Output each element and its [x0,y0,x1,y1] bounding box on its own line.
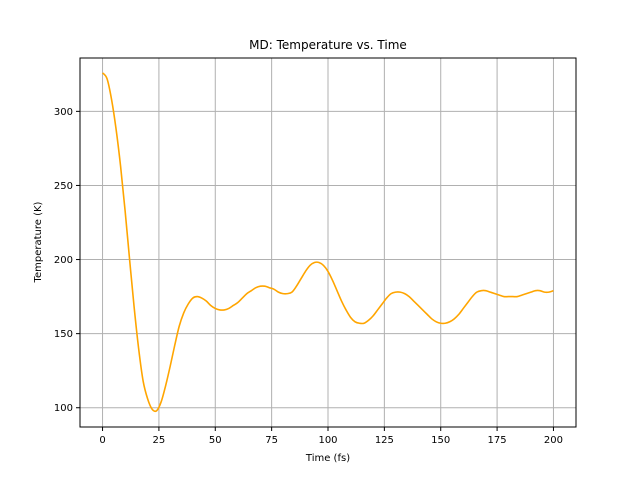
x-tick-label: 125 [375,435,394,446]
grid-lines [80,58,576,427]
y-tick-label: 300 [54,107,73,118]
x-axis-label: Time (fs) [305,453,350,464]
y-tick-label: 150 [54,329,73,340]
x-axis-ticks: 0 25 50 75 100 125 150 175 200 [99,427,563,446]
x-tick-label: 100 [318,435,337,446]
x-tick-label: 150 [431,435,450,446]
x-tick-label: 0 [99,435,105,446]
x-tick-label: 200 [544,435,563,446]
x-tick-label: 175 [488,435,507,446]
series-layer [101,72,554,413]
y-tick-label: 250 [54,181,73,192]
x-tick-label: 75 [265,435,278,446]
y-axis-ticks: 100 150 200 250 300 [54,107,80,414]
x-tick-label: 25 [153,435,166,446]
y-tick-label: 200 [54,255,73,266]
y-tick-label: 100 [54,403,73,414]
x-tick-label: 50 [209,435,222,446]
temperature-series-line [101,72,554,413]
y-axis-label: Temperature (K) [33,201,44,283]
chart-title: MD: Temperature vs. Time [249,38,407,52]
